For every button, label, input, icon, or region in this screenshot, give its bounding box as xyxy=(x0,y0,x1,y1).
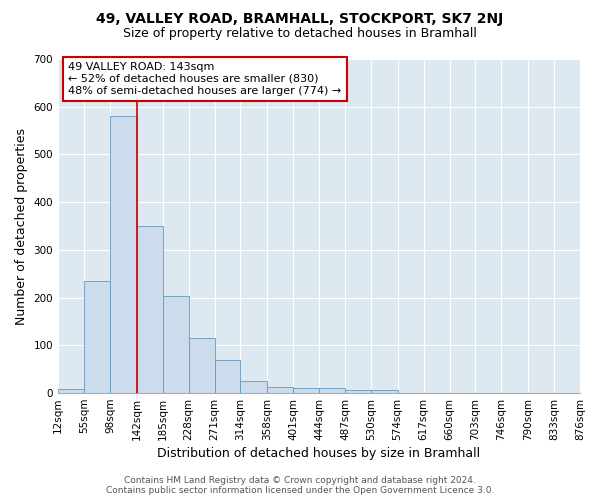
Text: 49, VALLEY ROAD, BRAMHALL, STOCKPORT, SK7 2NJ: 49, VALLEY ROAD, BRAMHALL, STOCKPORT, SK… xyxy=(97,12,503,26)
Text: Size of property relative to detached houses in Bramhall: Size of property relative to detached ho… xyxy=(123,28,477,40)
X-axis label: Distribution of detached houses by size in Bramhall: Distribution of detached houses by size … xyxy=(157,447,481,460)
Bar xyxy=(188,338,215,393)
Bar xyxy=(137,226,163,393)
Bar xyxy=(345,390,371,393)
Bar xyxy=(371,390,398,393)
Text: Contains HM Land Registry data © Crown copyright and database right 2024.
Contai: Contains HM Land Registry data © Crown c… xyxy=(106,476,494,495)
Y-axis label: Number of detached properties: Number of detached properties xyxy=(15,128,28,324)
Bar xyxy=(293,388,319,393)
Bar xyxy=(319,388,345,393)
Bar xyxy=(241,381,267,393)
Text: 49 VALLEY ROAD: 143sqm
← 52% of detached houses are smaller (830)
48% of semi-de: 49 VALLEY ROAD: 143sqm ← 52% of detached… xyxy=(68,62,342,96)
Bar xyxy=(267,387,293,393)
Bar xyxy=(58,390,84,393)
Bar xyxy=(84,282,110,393)
Bar xyxy=(110,116,137,393)
Bar xyxy=(163,296,188,393)
Bar xyxy=(215,360,241,393)
